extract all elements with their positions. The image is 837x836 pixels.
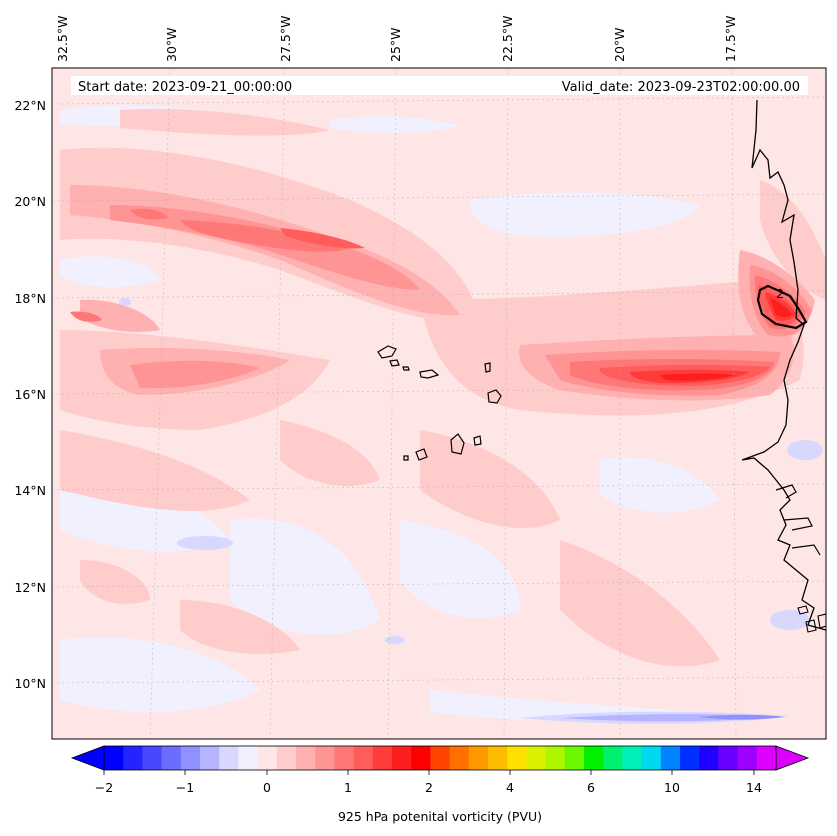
lon-label: 20°W xyxy=(612,27,627,62)
colorbar-tick-label: 4 xyxy=(506,780,514,795)
colorbar-cell xyxy=(507,746,527,770)
contour-label: 2 xyxy=(776,286,784,301)
west-africa-coastline xyxy=(741,99,826,631)
colorbar-cell xyxy=(142,746,162,770)
pv2-contour xyxy=(756,284,808,330)
colorbar-cell xyxy=(296,746,316,770)
colorbar-cell xyxy=(622,746,642,770)
lat-label: 12°N xyxy=(14,580,46,595)
colorbar-cell xyxy=(334,746,354,770)
cape-verde-islands xyxy=(377,345,502,461)
colorbar-cell xyxy=(372,746,393,770)
colorbar-cell xyxy=(737,746,758,770)
lon-label: 17.5°W xyxy=(723,16,738,62)
lon-label: 32.5°W xyxy=(55,16,70,62)
lat-label: 16°N xyxy=(14,387,46,402)
lon-label: 30°W xyxy=(164,27,179,62)
latitude-labels: 22°N 20°N 18°N 16°N 14°N 12°N 10°N xyxy=(14,98,46,691)
colorbar-cell xyxy=(257,746,278,770)
colorbar-cell xyxy=(526,746,546,770)
colorbar-cell xyxy=(603,746,623,770)
colorbar-cell xyxy=(468,746,489,770)
colorbar-cell xyxy=(315,746,335,770)
colorbar-tick-label: −1 xyxy=(176,780,194,795)
longitude-labels: 32.5°W 30°W 27.5°W 25°W 22.5°W 20°W 17.5… xyxy=(55,16,738,62)
gridlines xyxy=(52,68,826,739)
colorbar-tick-label: 6 xyxy=(587,780,595,795)
map-frame xyxy=(51,67,827,740)
lat-label: 18°N xyxy=(14,291,46,306)
colorbar: −2 −1 0 1 2 4 6 10 14 925 hPa potenital vorticit… xyxy=(70,745,810,824)
lat-label: 22°N xyxy=(14,98,46,113)
lon-label: 27.5°W xyxy=(278,16,293,62)
colorbar-cell xyxy=(641,746,662,770)
colorbar-cell xyxy=(180,746,201,770)
colorbar-cell xyxy=(392,746,412,770)
colorbar-tick-label: 2 xyxy=(425,780,433,795)
colorbar-cell xyxy=(238,746,258,770)
colorbar-cell xyxy=(353,746,374,770)
colorbar-cell xyxy=(123,746,143,770)
colorbar-cell xyxy=(584,746,604,770)
low-jet-band xyxy=(520,711,790,724)
pv-field: 2 xyxy=(52,68,826,739)
colorbar-cell xyxy=(488,746,508,770)
gambia-estuary xyxy=(775,484,821,556)
colorbar-tick-label: 10 xyxy=(664,780,680,795)
colorbar-cell xyxy=(545,746,566,770)
valid-date-text: Valid_date: 2023-09-23T02:00:00.00 xyxy=(562,80,800,95)
colorbar-extend-low xyxy=(70,745,105,771)
colorbar-cells xyxy=(104,746,777,770)
pv-band-level7 xyxy=(660,298,792,381)
colorbar-cell xyxy=(756,746,777,770)
colorbar-extend-high xyxy=(775,745,810,771)
start-date-text: Start date: 2023-09-21_00:00:00 xyxy=(78,80,292,95)
date-annotation-box xyxy=(71,76,808,95)
bijagos-islands xyxy=(797,605,826,633)
colorbar-cell xyxy=(276,746,297,770)
colorbar-ticks: −2 −1 0 1 2 4 6 10 14 xyxy=(95,770,762,795)
colorbar-cell xyxy=(219,746,239,770)
lat-label: 14°N xyxy=(14,483,46,498)
colorbar-tick-label: 1 xyxy=(344,780,352,795)
colorbar-tick-label: 0 xyxy=(263,780,271,795)
colorbar-cell xyxy=(200,746,220,770)
colorbar-cell xyxy=(449,746,470,770)
colorbar-tick-label: 14 xyxy=(746,780,762,795)
colorbar-cell xyxy=(104,746,124,770)
colorbar-cell xyxy=(161,746,182,770)
colorbar-cell xyxy=(411,746,431,770)
colorbar-cell xyxy=(718,746,738,770)
colorbar-outline xyxy=(103,745,777,771)
colorbar-cell xyxy=(699,746,719,770)
colorbar-label: 925 hPa potenital vorticity (PVU) xyxy=(338,809,542,824)
lat-label: 10°N xyxy=(14,676,46,691)
colorbar-cell xyxy=(430,746,450,770)
colorbar-tick-label: −2 xyxy=(95,780,113,795)
colorbar-cell xyxy=(660,746,681,770)
lon-label: 22.5°W xyxy=(500,16,515,62)
colorbar-cell xyxy=(564,746,585,770)
colorbar-cell xyxy=(680,746,700,770)
lat-label: 20°N xyxy=(14,194,46,209)
lon-label: 25°W xyxy=(388,27,403,62)
